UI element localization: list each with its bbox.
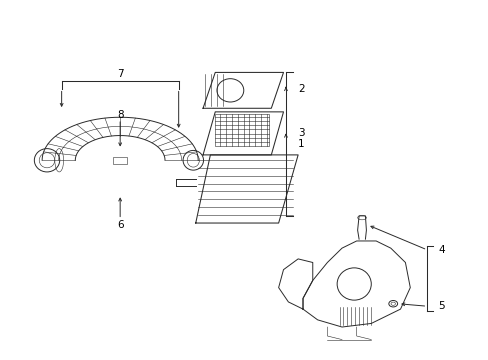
Text: 8: 8 xyxy=(117,111,123,121)
Text: 6: 6 xyxy=(117,220,123,230)
Text: 5: 5 xyxy=(437,301,444,311)
Text: 3: 3 xyxy=(298,129,304,138)
Text: 7: 7 xyxy=(117,69,123,79)
Text: 4: 4 xyxy=(437,245,444,255)
Text: 2: 2 xyxy=(298,84,304,94)
Text: 1: 1 xyxy=(298,139,304,149)
Bar xyxy=(113,157,127,164)
Bar xyxy=(215,114,268,146)
